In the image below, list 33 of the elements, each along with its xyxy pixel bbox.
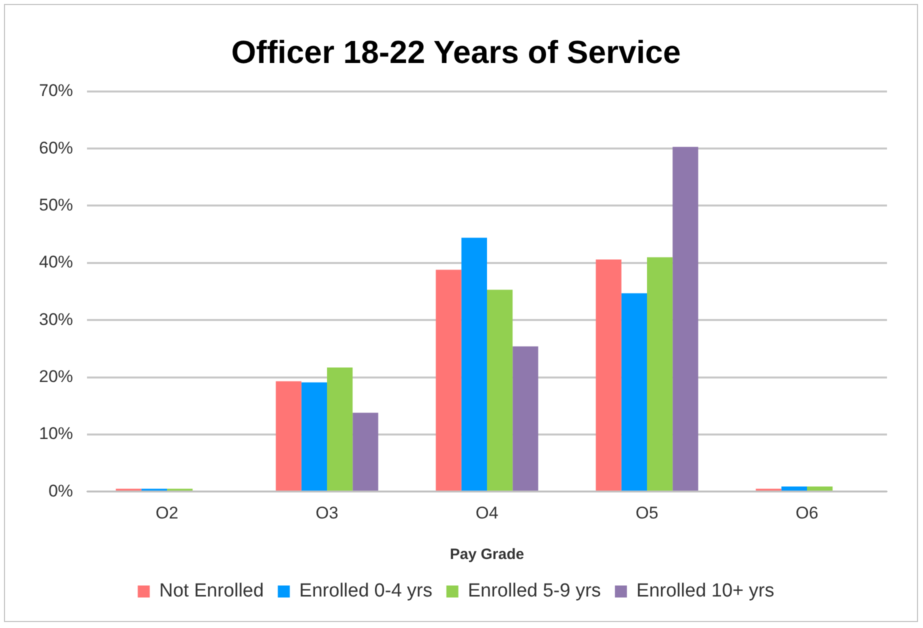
x-tick-label: O4	[476, 503, 498, 522]
bar	[327, 368, 353, 491]
y-tick-label: 20%	[38, 366, 74, 386]
legend-label: Enrolled 10+ yrs	[636, 580, 774, 602]
chart-title: Officer 18-22 Years of Service	[231, 34, 681, 70]
x-axis-title: Pay Grade	[450, 546, 524, 564]
legend-label: Not Enrolled	[159, 580, 264, 602]
bar	[301, 382, 328, 491]
x-tick-label: O5	[636, 503, 658, 522]
legend-label: Enrolled 5-9 yrs	[468, 580, 601, 602]
bar	[352, 412, 378, 491]
x-tick-label: O3	[316, 503, 338, 522]
bar	[461, 238, 488, 491]
x-tick-label: O6	[796, 503, 818, 522]
y-tick-label: 0%	[48, 481, 74, 500]
legend-label: Enrolled 0-4 yrs	[299, 580, 432, 602]
bar	[436, 270, 462, 491]
bar	[276, 381, 302, 491]
y-tick-label: 40%	[38, 252, 74, 272]
y-tick-label: 30%	[38, 310, 74, 329]
y-tick-label: 50%	[38, 195, 74, 214]
bar	[781, 486, 808, 491]
bar	[807, 486, 833, 491]
y-tick-label: 10%	[38, 424, 74, 444]
bar	[487, 290, 513, 491]
bar	[512, 346, 538, 491]
x-tick-label: O2	[156, 503, 178, 522]
y-tick-label: 60%	[38, 138, 74, 158]
bar	[672, 146, 698, 491]
y-tick-label: 70%	[38, 81, 74, 100]
bar	[647, 257, 673, 491]
bar	[621, 293, 648, 491]
bar	[596, 259, 622, 491]
